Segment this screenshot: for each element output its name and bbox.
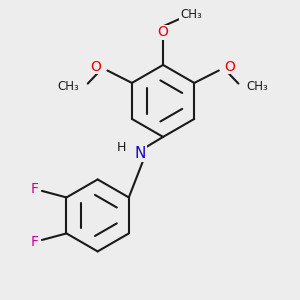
Text: H: H [116,141,126,154]
Text: CH₃: CH₃ [58,80,80,93]
Text: O: O [91,60,101,74]
Text: N: N [134,146,146,161]
Text: F: F [31,235,39,249]
Text: O: O [158,25,169,39]
Text: O: O [225,60,236,74]
Text: F: F [31,182,39,196]
Text: CH₃: CH₃ [180,8,202,21]
Text: CH₃: CH₃ [247,80,268,93]
